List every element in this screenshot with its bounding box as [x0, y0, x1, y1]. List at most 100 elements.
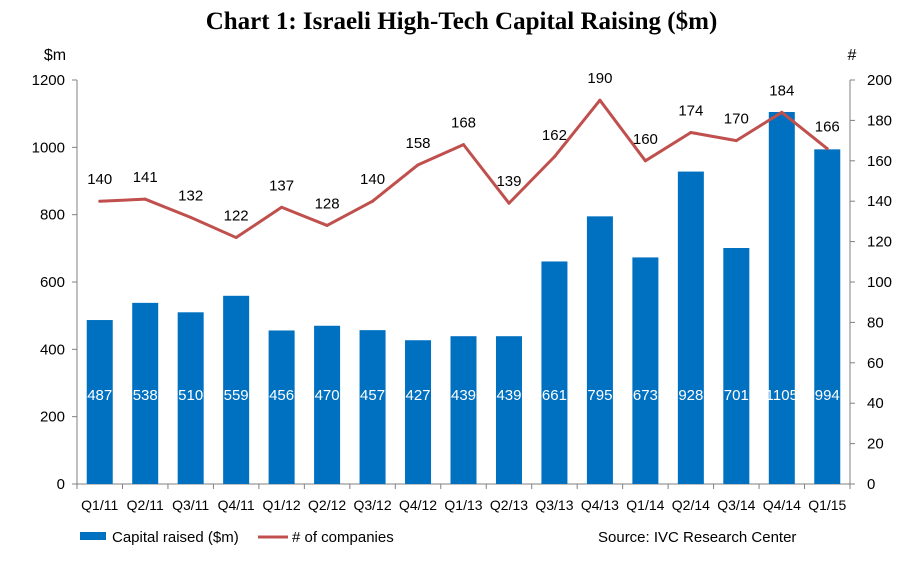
line-point — [189, 215, 193, 219]
bar-value-label: 673 — [633, 387, 658, 404]
line-value-label: 184 — [769, 82, 794, 99]
bar — [632, 257, 659, 484]
line-value-label: 170 — [724, 111, 749, 128]
line-point — [780, 110, 784, 114]
bar-value-label: 487 — [87, 387, 112, 404]
bar-value-label: 427 — [406, 387, 431, 404]
line-value-label: 168 — [451, 115, 476, 132]
bar — [86, 320, 113, 484]
y-left-tick-label: 200 — [40, 409, 65, 426]
line-value-label: 160 — [633, 131, 658, 148]
bar-value-label: 457 — [360, 387, 385, 404]
legend-label-bars: Capital raised ($m) — [112, 529, 239, 546]
y-right-tick-label: 200 — [867, 72, 892, 89]
line-point — [689, 131, 693, 135]
y-right-tick-label: 140 — [867, 193, 892, 210]
bar — [586, 216, 613, 484]
bar-value-label: 456 — [269, 387, 294, 404]
line-series: 140 141 132 122 137 128 140 158 168 139 162 190 160 1… — [87, 70, 840, 240]
line-point — [507, 201, 511, 205]
x-tick-label: Q3/11 — [172, 497, 209, 513]
y-left-tick-label: 1000 — [32, 139, 65, 156]
line-value-label: 122 — [224, 208, 249, 225]
bar-value-label: 795 — [587, 387, 612, 404]
bar-value-label: 701 — [724, 387, 749, 404]
line-value-label: 128 — [315, 195, 340, 212]
x-tick-label: Q3/12 — [353, 497, 391, 513]
line-value-label: 162 — [542, 127, 567, 144]
line-value-label: 158 — [406, 135, 431, 152]
line-value-label: 166 — [815, 119, 840, 136]
y-left-tick-label: 1200 — [32, 72, 65, 89]
bar — [450, 336, 477, 484]
line-point — [371, 199, 375, 203]
bar — [677, 171, 704, 484]
x-tick-label: Q2/13 — [490, 497, 528, 513]
x-tick-label: Q4/11 — [218, 497, 255, 513]
chart-title: Chart 1: Israeli High-Tech Capital Raisi… — [205, 8, 718, 35]
line-point — [143, 197, 147, 201]
bar-value-label: 559 — [224, 387, 249, 404]
x-tick-label: Q1/11 — [81, 497, 118, 513]
line-point — [234, 236, 238, 240]
source-note: Source: IVC Research Center — [598, 529, 796, 546]
line-point — [325, 223, 329, 227]
line-point — [825, 147, 829, 151]
x-tick-label: Q3/13 — [535, 497, 573, 513]
line-value-label: 140 — [87, 171, 112, 188]
axes: 0200400600800100012000204060801001201401… — [32, 47, 892, 513]
x-tick-label: Q4/13 — [581, 497, 619, 513]
bar-value-label: 994 — [815, 387, 840, 404]
legend: Capital raised ($m) # of companies Source:… — [80, 529, 796, 546]
bar — [268, 330, 295, 484]
line-point — [598, 98, 602, 102]
bar-value-label: 538 — [133, 387, 158, 404]
line-point — [416, 163, 420, 167]
y-right-tick-label: 40 — [867, 395, 884, 412]
line-point — [552, 155, 556, 159]
bar — [405, 340, 432, 484]
x-tick-label: Q1/14 — [626, 497, 664, 513]
bar-value-label: 928 — [678, 387, 703, 404]
bar — [723, 247, 750, 484]
y-right-axis-label: # — [848, 47, 857, 64]
y-left-tick-label: 800 — [40, 207, 65, 224]
bar — [223, 295, 250, 484]
line-value-label: 190 — [587, 70, 612, 87]
bar — [541, 261, 568, 484]
y-right-tick-label: 100 — [867, 274, 892, 291]
bar-value-label: 661 — [542, 387, 567, 404]
y-left-tick-label: 0 — [57, 476, 65, 493]
x-tick-label: Q1/15 — [808, 497, 846, 513]
y-right-tick-label: 180 — [867, 112, 892, 129]
bar-value-label: 439 — [496, 387, 521, 404]
line-value-label: 174 — [678, 103, 703, 120]
bar-series: 487 538 510 559 456 470 457 427 439 439 661 795 673 9… — [86, 111, 841, 484]
x-tick-label: Q2/11 — [127, 497, 164, 513]
line-point — [98, 199, 102, 203]
x-tick-label: Q2/14 — [672, 497, 710, 513]
x-tick-label: Q1/12 — [263, 497, 301, 513]
bar-value-label: 470 — [315, 387, 340, 404]
line-point — [462, 143, 465, 147]
bar — [814, 149, 841, 484]
bar — [768, 111, 795, 484]
line-value-label: 137 — [269, 177, 294, 194]
line-point — [643, 159, 647, 163]
line-value-label: 140 — [360, 171, 385, 188]
bar — [177, 312, 204, 484]
x-tick-label: Q4/12 — [399, 497, 437, 513]
y-left-tick-label: 400 — [40, 341, 65, 358]
y-right-tick-label: 120 — [867, 234, 892, 251]
line-value-label: 139 — [496, 173, 521, 190]
line-value-label: 132 — [178, 187, 203, 204]
line-point — [280, 205, 284, 209]
line-point — [734, 139, 738, 143]
y-right-tick-label: 0 — [867, 476, 875, 493]
bar-value-label: 439 — [451, 387, 476, 404]
y-left-axis-label: $m — [44, 47, 66, 64]
x-tick-label: Q4/14 — [763, 497, 801, 513]
y-right-tick-label: 80 — [867, 314, 884, 331]
